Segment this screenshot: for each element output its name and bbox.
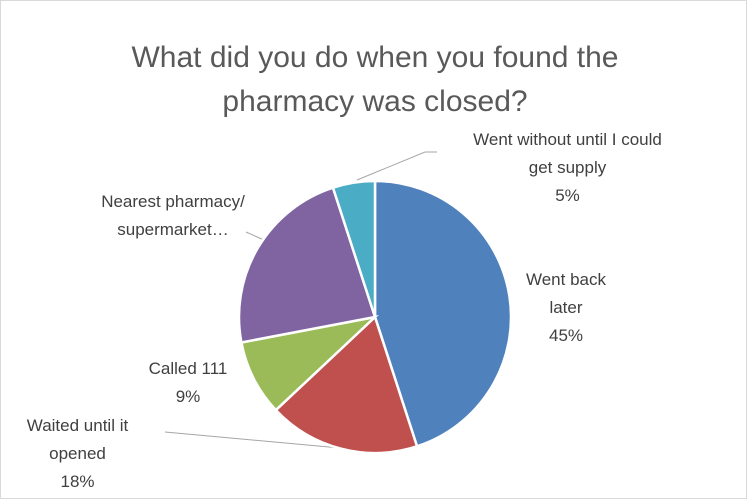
category-label: Went back later	[525, 270, 606, 317]
category-label: Nearest pharmacy/supermarket…	[101, 192, 245, 239]
value-label: 45%	[548, 326, 584, 345]
category-label: Waited until it opened	[26, 416, 129, 463]
category-label: Called 111	[148, 359, 228, 378]
value-label: 5%	[555, 186, 580, 205]
value-label: 18%	[60, 472, 95, 491]
data-label: Waited until it opened 18%	[10, 412, 145, 496]
leader-line	[164, 431, 341, 449]
pie-slice	[331, 179, 377, 318]
chart-title: What did you do when you found the pharm…	[131, 41, 619, 118]
leader-line	[356, 151, 437, 181]
data-label: Called 111 9%	[128, 355, 248, 411]
pie-slice	[274, 314, 419, 455]
pie-slice	[237, 186, 377, 344]
data-label: Went without until I could get supply 5%	[470, 126, 665, 210]
data-label: Nearest pharmacy/supermarket…	[98, 188, 248, 244]
pie-slice	[373, 179, 513, 448]
data-label: Went back later 45%	[516, 266, 616, 350]
leader-line	[245, 231, 265, 241]
category-label: Went without until I could get supply	[473, 130, 662, 177]
value-label: 9%	[175, 387, 201, 406]
